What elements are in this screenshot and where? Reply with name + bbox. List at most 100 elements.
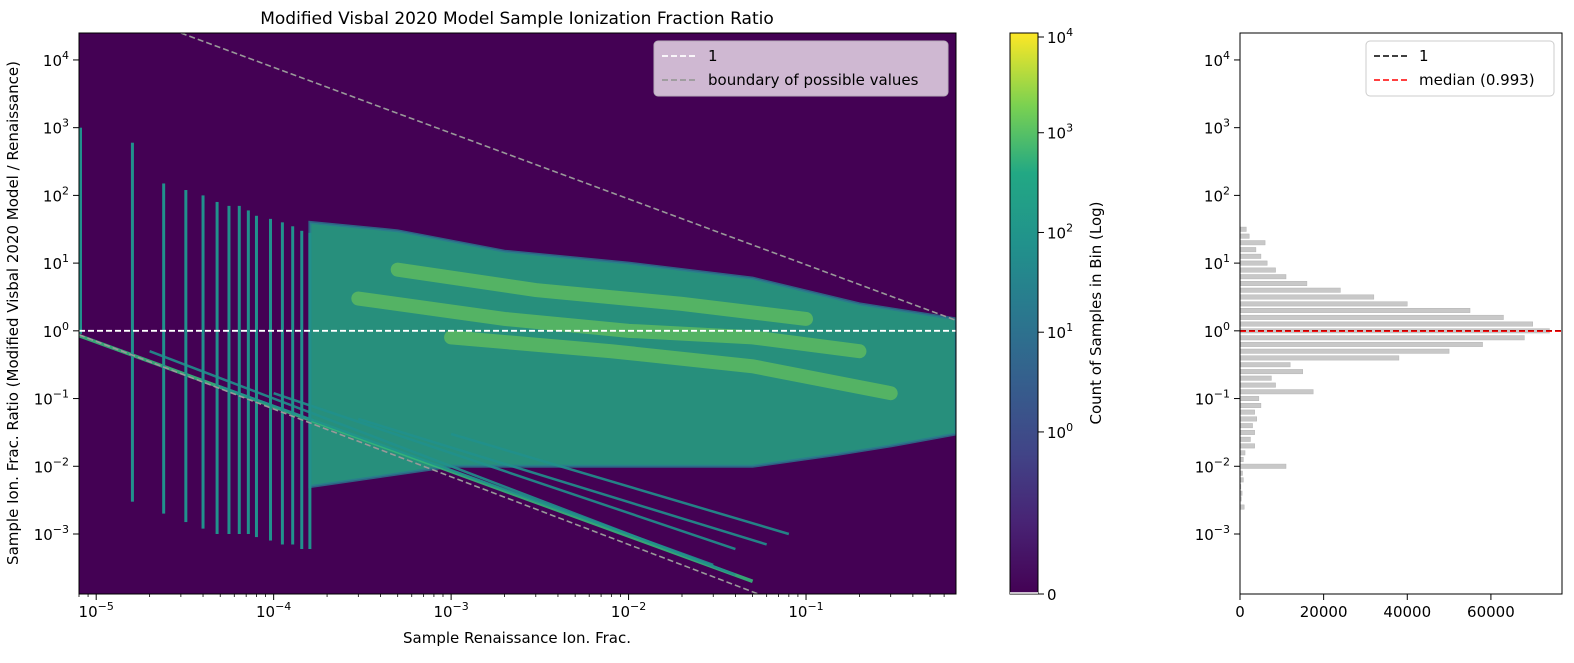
boundary-line-lower bbox=[79, 334, 761, 594]
histogram-x-axis: 0 20000 40000 60000 bbox=[1235, 594, 1515, 621]
histogram-y-tick-label: 10−3 bbox=[1195, 523, 1230, 544]
histogram-x-tick-label: 40000 bbox=[1383, 603, 1431, 621]
histogram-bar bbox=[1240, 247, 1257, 253]
reference-lines bbox=[79, 33, 956, 594]
histogram-bar bbox=[1240, 450, 1246, 456]
heatmap-ridge bbox=[444, 330, 898, 401]
histogram-y-tick-label: 103 bbox=[1204, 117, 1230, 138]
histogram-legend: 1 median (0.993) bbox=[1365, 40, 1555, 97]
colorbar-tick-label: 100 bbox=[1047, 421, 1073, 442]
histogram-bar bbox=[1240, 477, 1244, 483]
y-tick-label: 102 bbox=[43, 184, 69, 205]
heatmap-column bbox=[237, 205, 241, 534]
histogram-bar bbox=[1240, 382, 1276, 388]
histogram-bar bbox=[1240, 416, 1257, 422]
histogram-bar bbox=[1240, 314, 1504, 320]
histogram-bar bbox=[1240, 253, 1262, 259]
heatmap-column bbox=[254, 215, 258, 538]
colorbar-tick-label: 104 bbox=[1047, 26, 1073, 47]
histogram-bar bbox=[1240, 443, 1255, 449]
histogram-y-axis: 10−3 10−2 10−1 100 101 102 103 104 bbox=[1195, 49, 1240, 544]
heatmap-column bbox=[269, 218, 273, 541]
heatmap-column bbox=[308, 232, 312, 550]
heatmap-column bbox=[300, 230, 304, 550]
histogram-bar bbox=[1240, 226, 1247, 232]
x-axis-label: Sample Renaissance Ion. Frac. bbox=[403, 629, 631, 647]
histogram-y-tick-label: 101 bbox=[1204, 252, 1230, 273]
histogram-bar bbox=[1240, 260, 1268, 266]
histogram-bar bbox=[1240, 389, 1314, 395]
x-tick-label: 10−3 bbox=[433, 600, 468, 621]
legend-label-boundary: boundary of possible values bbox=[708, 71, 919, 89]
histogram-bar bbox=[1240, 355, 1400, 361]
heatmap-ridge bbox=[390, 262, 814, 326]
histogram-bar bbox=[1240, 375, 1272, 381]
histogram-bar bbox=[1240, 403, 1262, 408]
colorbar: 0 100 101 102 103 104 Count of Samples in Bin… bbox=[1009, 26, 1105, 604]
histogram-bar bbox=[1240, 362, 1291, 368]
histogram-bar bbox=[1240, 490, 1243, 496]
histogram-bar bbox=[1240, 429, 1255, 435]
histogram-legend-label-one: 1 bbox=[1419, 47, 1429, 65]
colorbar-tick-label: 102 bbox=[1047, 221, 1073, 242]
histogram-frame bbox=[1239, 32, 1563, 595]
y-tick-label: 10−3 bbox=[34, 523, 69, 544]
y-tick-label: 100 bbox=[43, 320, 69, 341]
heatmap-column bbox=[227, 205, 231, 534]
histogram-x-tick-label: 0 bbox=[1235, 603, 1245, 621]
histogram-bar bbox=[1240, 409, 1255, 415]
histogram-bar bbox=[1240, 301, 1408, 307]
heatmap-frame bbox=[78, 32, 957, 595]
y-tick-label: 103 bbox=[43, 117, 69, 138]
histogram-bar bbox=[1240, 341, 1483, 347]
histogram-y-tick-label: 102 bbox=[1204, 184, 1230, 205]
histogram-bar bbox=[1240, 294, 1375, 300]
histogram-bar bbox=[1240, 369, 1303, 375]
colorbar-tick-label: 0 bbox=[1047, 586, 1057, 604]
histogram-bar bbox=[1240, 396, 1260, 402]
x-tick-label: 10−1 bbox=[788, 600, 823, 621]
chart-title: Modified Visbal 2020 Model Sample Ioniza… bbox=[260, 9, 774, 29]
heatmap-column bbox=[246, 210, 250, 534]
heatmap-column bbox=[215, 201, 219, 534]
histogram-bar bbox=[1240, 348, 1450, 354]
y-tick-label: 104 bbox=[43, 49, 69, 70]
legend-box bbox=[653, 40, 949, 97]
heatmap-column bbox=[201, 195, 205, 529]
legend-label-one: 1 bbox=[708, 47, 718, 65]
heatmap-column bbox=[280, 222, 284, 545]
colorbar-tick-label: 103 bbox=[1047, 122, 1073, 143]
histogram-bar bbox=[1240, 504, 1245, 510]
colorbar-label: Count of Samples in Bin (Log) bbox=[1087, 201, 1105, 424]
heatmap-column bbox=[184, 190, 188, 523]
y-tick-label: 10−1 bbox=[34, 388, 69, 409]
histogram-y-tick-label: 104 bbox=[1204, 49, 1230, 70]
heatmap-legend: 1 boundary of possible values bbox=[653, 40, 949, 97]
heatmap-column bbox=[130, 142, 134, 502]
histogram-bar bbox=[1240, 423, 1253, 429]
colorbar-frame bbox=[1009, 32, 1039, 595]
histogram-y-tick-label: 10−1 bbox=[1195, 388, 1230, 409]
histogram-legend-box bbox=[1365, 40, 1555, 97]
y-axis: 10−3 10−2 10−1 100 101 102 103 104 bbox=[34, 49, 79, 544]
histogram-panel: 0 20000 40000 60000 10−310−210−110010110210… bbox=[1195, 32, 1563, 621]
histogram-bar bbox=[1240, 463, 1287, 469]
heatmap-density bbox=[79, 127, 956, 583]
heatmap-diagonal-band bbox=[273, 392, 736, 551]
histogram-bar bbox=[1240, 470, 1243, 476]
x-tick-label: 10−4 bbox=[256, 600, 291, 621]
x-tick-label: 10−2 bbox=[611, 600, 646, 621]
heatmap-edge-strip bbox=[79, 127, 82, 334]
heatmap-column bbox=[291, 226, 295, 545]
histogram-legend-label-median: median (0.993) bbox=[1419, 71, 1535, 89]
x-axis: 10−5 10−4 10−3 10−2 10−1 bbox=[79, 594, 945, 621]
heatmap-diagonal-band bbox=[357, 417, 768, 546]
y-axis-label: Sample Ion. Frac. Ratio (Modified Visbal… bbox=[4, 61, 22, 565]
heatmap-column bbox=[162, 183, 166, 514]
histogram-bar bbox=[1240, 281, 1308, 286]
histogram-bar bbox=[1240, 240, 1266, 246]
histogram-bar bbox=[1240, 457, 1244, 462]
histogram-bar bbox=[1240, 436, 1251, 442]
y-tick-label: 101 bbox=[43, 252, 69, 273]
